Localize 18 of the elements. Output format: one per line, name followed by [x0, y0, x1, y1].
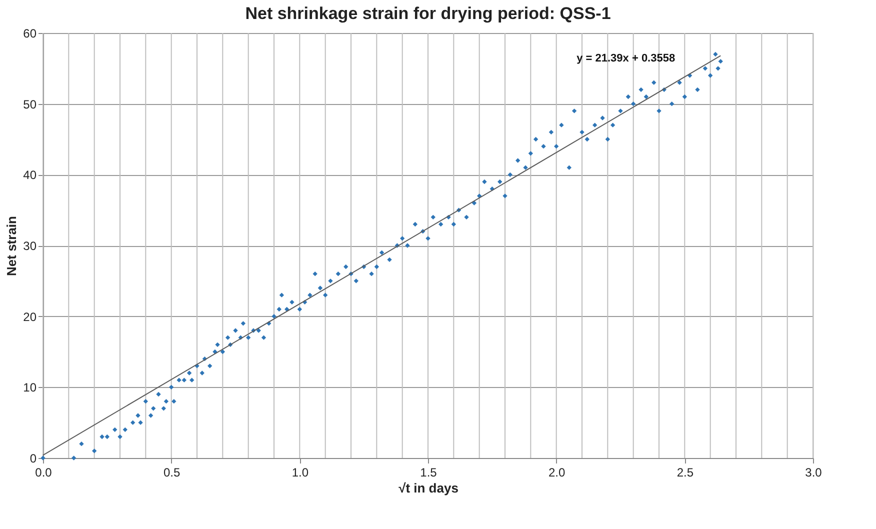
- chart-title: Net shrinkage strain for drying period: QSS-1: [245, 4, 611, 23]
- y-tick-label: 50: [23, 97, 37, 112]
- x-tick-label: 3.0: [805, 466, 822, 480]
- y-tick-label: 20: [23, 310, 37, 324]
- x-tick-label: 1.5: [420, 466, 438, 480]
- x-tick-label: 2.5: [676, 466, 694, 480]
- x-tick-label: 0.5: [163, 466, 180, 480]
- x-tick-label: 2.0: [548, 466, 566, 480]
- y-tick-label: 40: [23, 168, 37, 182]
- x-tick-label: 1.0: [292, 466, 309, 480]
- x-axis-title: √t in days: [398, 480, 458, 496]
- y-tick-label: 10: [23, 380, 37, 395]
- y-tick-label: 60: [23, 26, 37, 40]
- x-tick-label: 0.0: [35, 466, 52, 480]
- y-axis-title: Net strain: [4, 216, 20, 276]
- y-tick-label: 30: [23, 239, 37, 253]
- y-tick-label: 0: [30, 452, 37, 466]
- annotation: y = 21.39x + 0.3558: [576, 52, 676, 64]
